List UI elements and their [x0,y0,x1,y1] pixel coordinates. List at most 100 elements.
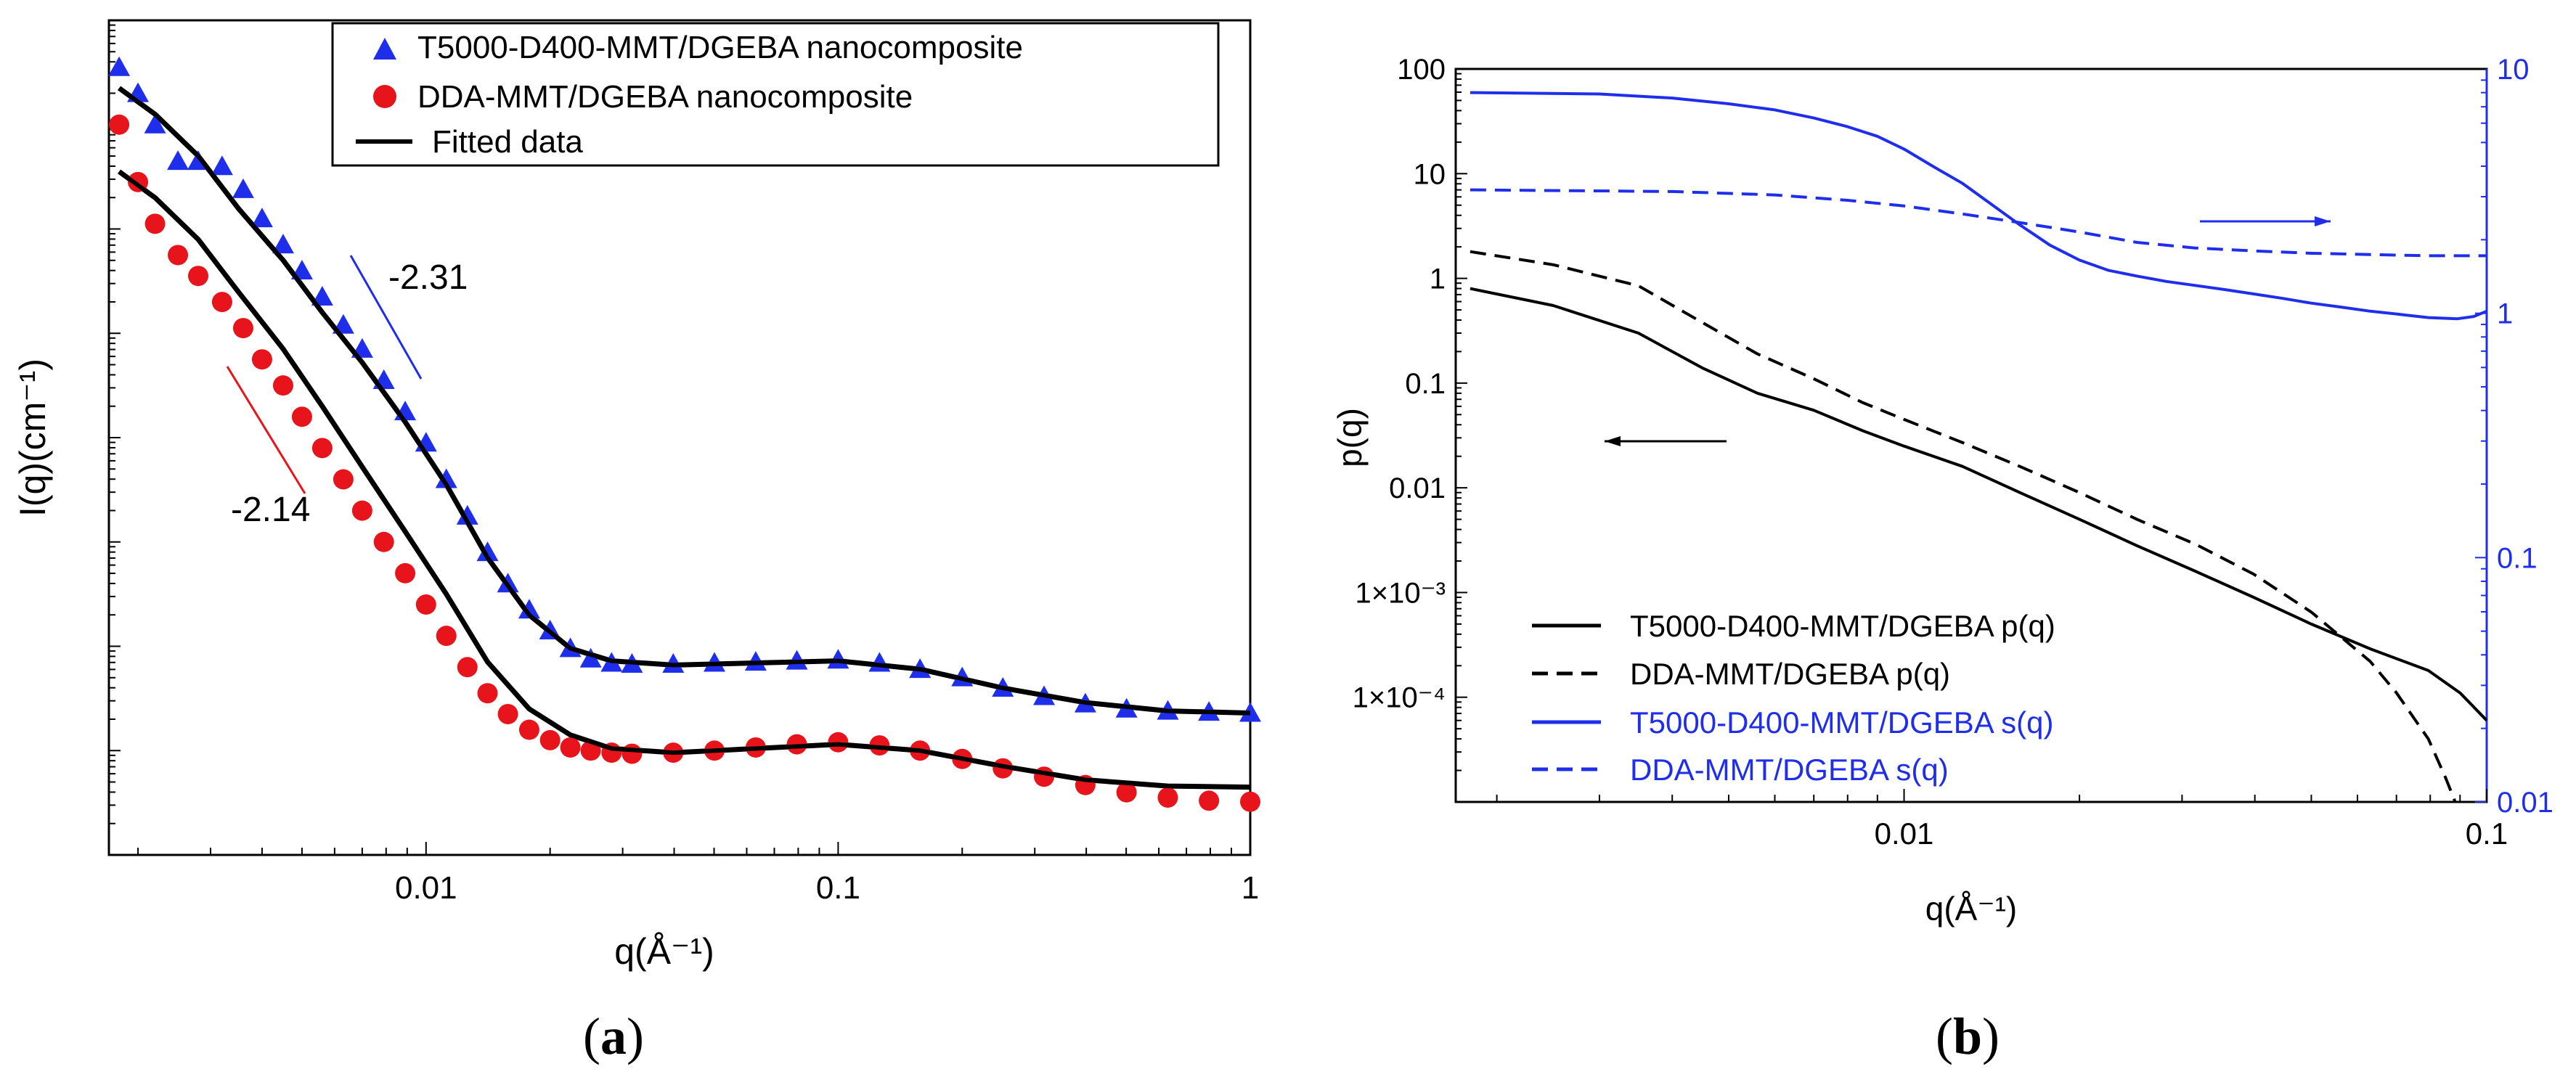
legend-a-label-0: T5000-D400-MMT/DGEBA nanocomposite [417,30,1023,65]
legend-b-label-0: T5000-D400-MMT/DGEBA p(q) [1630,609,2055,643]
legend-a-label-2: Fitted data [432,124,583,160]
data-point-circle [311,438,333,459]
data-point-circle [1240,791,1260,812]
y-tick-label-left-b: 10 [1414,158,1446,190]
data-point-circle [351,500,372,521]
y-axis-label-a: I(q)(cm⁻¹) [12,359,53,517]
data-point-circle [251,349,272,370]
data-point-triangle [476,541,499,562]
data-point-circle [497,703,518,724]
legend-b-label-1: DDA-MMT/DGEBA p(q) [1630,657,1950,691]
slope-line-red [226,366,306,494]
x-tick-label-a: 0.01 [395,870,457,906]
slope-label-blue: -2.31 [388,258,468,297]
data-point-circle [168,245,189,266]
series-line-b-0 [1470,287,2488,722]
data-point-triangle [435,468,457,488]
y-ticks-a [109,24,121,856]
legend-b: T5000-D400-MMT/DGEBA p(q) DDA-MMT/DGEBA … [1532,609,2055,787]
data-point-circle [415,594,436,615]
fit-line-a-top-2 [118,86,1251,716]
x-tick-label-a: 1 [1242,870,1259,906]
data-point-circle [272,375,293,396]
data-point-triangle [108,56,131,76]
y-tick-label-right-b: 0.1 [2497,542,2538,574]
data-point-circle [1199,790,1220,811]
data-point-triangle [232,178,254,198]
y-tick-label-left-b: 100 [1397,54,1446,86]
x-tick-label-b: 0.01 [1875,816,1934,851]
y-tick-label-left-b: 0.1 [1405,368,1446,400]
slope-label-red: -2.14 [231,491,310,529]
y-tick-label-left-b: 1 [1430,263,1446,295]
data-point-circle [436,626,457,647]
data-point-circle [373,531,394,552]
legend-b-label-2: T5000-D400-MMT/DGEBA s(q) [1630,705,2054,740]
series-b [1470,91,2488,803]
legend-a-label-1: DDA-MMT/DGEBA nanocomposite [417,79,913,115]
data-point-circle [457,657,478,678]
panel-a: 0.01 0.1 1 T5000-D400-MMT/DGEBA nanocompos… [12,19,1261,1065]
data-point-triangle [211,155,233,176]
x-tick-label-a: 0.1 [816,870,860,906]
plot-frame-b [1454,67,2488,803]
data-point-circle [1034,766,1055,787]
legend-b-label-3: DDA-MMT/DGEBA s(q) [1630,753,1949,787]
data-point-circle [109,114,130,135]
y-tick-label-right-b: 10 [2497,54,2530,86]
y-axis-label-b: p(q) [1331,408,1369,467]
slope-line-blue [349,255,423,380]
y-tick-label-left-b: 1×10⁻³ [1355,577,1446,609]
series-line-b-3 [1470,188,2487,258]
data-point-triangle [579,647,602,668]
data-point-triangle [144,113,166,134]
series-a [108,56,1261,812]
data-point-circle [232,318,253,339]
legend-a-triangle-marker [373,38,396,60]
series-line-b-1 [1470,250,2457,803]
data-point-circle [560,737,581,758]
fit-line-a-2 [118,86,1251,716]
y-tick-label-right-b: 1 [2497,298,2513,330]
x-tick-label-b: 0.1 [2466,816,2508,851]
data-point-circle [539,729,561,750]
data-point-circle [333,469,354,490]
data-point-triangle [456,504,478,525]
data-point-circle [518,719,539,740]
slope-lines-a [226,255,423,494]
y-tick-label-left-b: 1×10⁻⁴ [1353,682,1446,714]
panel-label-b: (b) [1936,1007,2000,1065]
data-point-triangle [272,234,294,254]
data-point-circle [621,743,643,764]
series-line-b-2 [1470,91,2487,321]
data-point-circle [144,213,166,234]
data-point-triangle [250,208,273,228]
data-point-circle [1116,782,1137,803]
data-point-circle [211,292,232,313]
x-ticks-a: 0.01 0.1 1 [137,842,1259,906]
y-ticks-right-b: 10 1 0.1 0.01 [2475,54,2553,819]
fit-line-a-top-3 [118,169,1251,790]
legend-a: T5000-D400-MMT/DGEBA nanocomposite DDA-M… [331,22,1220,167]
panel-label-a: (a) [583,1007,644,1065]
data-point-circle [1157,787,1178,808]
data-point-circle [477,683,498,704]
y-tick-label-right-b: 0.01 [2497,787,2553,819]
arrow-left-axis [1605,436,1727,446]
data-point-triangle [518,599,540,619]
x-ticks-b: 0.01 0.1 [1496,789,2508,851]
data-point-triangle [167,150,189,171]
data-point-circle [291,406,312,427]
data-point-circle [395,562,416,583]
x-axis-label-b: q(Å⁻¹) [1925,890,2018,927]
y-ticks-left-b: 100 10 1 0.1 0.01 1×10⁻³ 1×10⁻⁴ [1353,54,1467,803]
data-point-triangle [311,285,333,306]
legend-box-a [331,22,1220,167]
data-point-circle [188,266,209,287]
x-axis-label-a: q(Å⁻¹) [614,931,714,972]
arrow-right-axis [2200,216,2331,226]
y-tick-label-left-b: 0.01 [1389,472,1446,504]
legend-a-circle-marker [373,85,396,108]
